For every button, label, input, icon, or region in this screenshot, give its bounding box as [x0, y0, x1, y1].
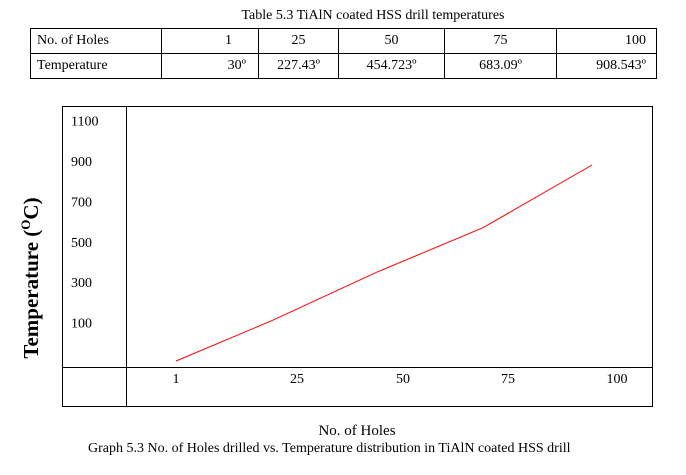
x-tick-labels: 1 25 50 75 100	[173, 372, 628, 387]
graph-caption: Graph 5.3 No. of Holes drilled vs. Tempe…	[88, 441, 571, 456]
y-tick-label: 100	[71, 317, 92, 332]
table-row-temperature: Temperature 30º 227.43º 454.723º 683.09º…	[30, 53, 657, 79]
x-axis-label: No. of Holes	[318, 423, 395, 439]
holes-cell: 100	[556, 28, 657, 54]
temperature-cell: 908.543º	[556, 53, 657, 79]
chart-frame	[62, 106, 653, 407]
y-tick-label: 700	[71, 195, 92, 210]
x-tick-label: 75	[501, 372, 515, 387]
table-caption: Table 5.3 TiAlN coated HSS drill tempera…	[241, 8, 505, 23]
y-tick-label: 1100	[71, 115, 98, 130]
temperature-chart: 1100 900 700 500 300 100 1 25 50 75 100 Temperatu…	[18, 106, 653, 439]
temperature-series-line	[175, 164, 593, 362]
temperature-cell: 454.723º	[338, 53, 445, 79]
holes-cell: 1	[161, 28, 259, 54]
y-tick-label: 300	[71, 276, 92, 291]
row-header-temperature: Temperature	[30, 53, 162, 79]
y-tick-label: 500	[71, 236, 92, 251]
y-tick-label: 900	[71, 155, 92, 170]
holes-cell: 25	[258, 28, 339, 54]
table-row-holes: No. of Holes 1 25 50 75 100	[30, 28, 657, 54]
x-tick-label: 25	[290, 372, 304, 387]
temperature-cell: 227.43º	[258, 53, 339, 79]
holes-cell: 75	[444, 28, 557, 54]
temperature-table: No. of Holes 1 25 50 75 100 Temperature …	[30, 28, 657, 79]
y-axis-label: Temperature (OC)	[18, 197, 43, 358]
x-tick-label: 50	[396, 372, 410, 387]
row-header-holes: No. of Holes	[30, 28, 162, 54]
x-tick-label: 1	[173, 372, 180, 387]
y-tick-labels: 1100 900 700 500 300 100	[71, 115, 98, 332]
temperature-cell: 30º	[161, 53, 259, 79]
temperature-cell: 683.09º	[444, 53, 557, 79]
x-tick-label: 100	[607, 372, 628, 387]
holes-cell: 50	[338, 28, 445, 54]
